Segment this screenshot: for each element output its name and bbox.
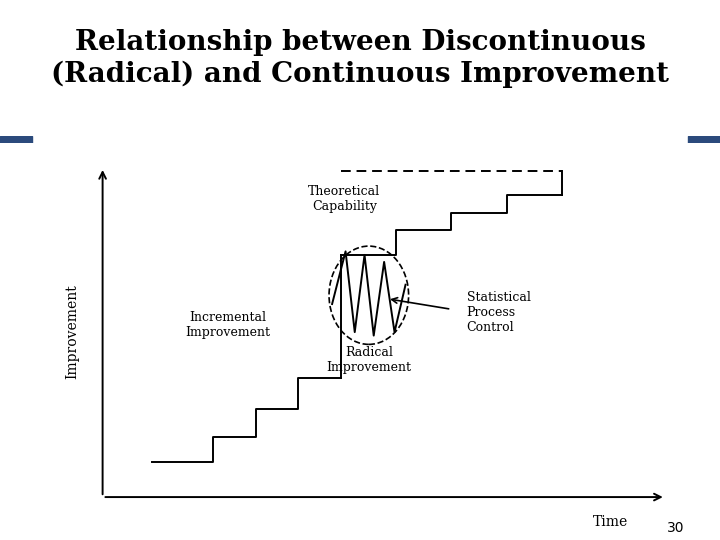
Text: Incremental
Improvement: Incremental Improvement <box>186 311 271 339</box>
Text: Theoretical
Capability: Theoretical Capability <box>308 185 380 213</box>
Text: Improvement: Improvement <box>65 285 79 380</box>
Text: Time: Time <box>593 515 628 529</box>
Bar <box>688 136 720 143</box>
Text: Statistical
Process
Control: Statistical Process Control <box>467 291 531 334</box>
Text: Relationship between Discontinuous
(Radical) and Continuous Improvement: Relationship between Discontinuous (Radi… <box>51 29 669 87</box>
Bar <box>0 136 32 143</box>
Text: 30: 30 <box>667 521 684 535</box>
Text: Radical
Improvement: Radical Improvement <box>326 346 411 374</box>
